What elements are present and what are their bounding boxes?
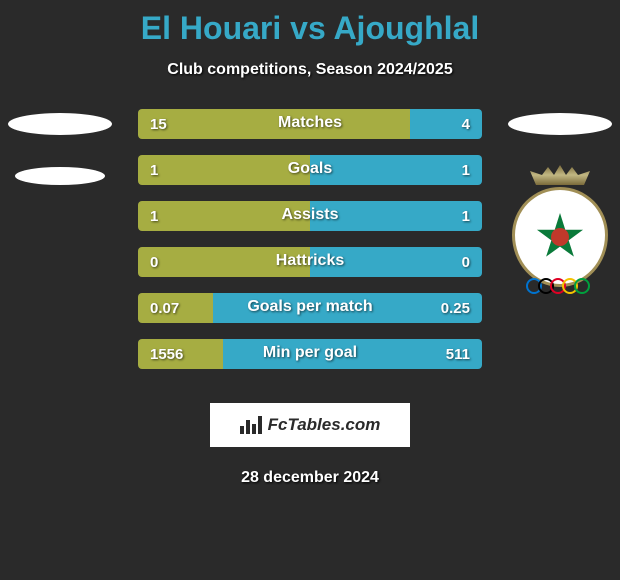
stat-left-value: 1 (150, 162, 158, 179)
stat-left-value: 0.07 (150, 300, 179, 317)
stat-right-value: 4 (462, 116, 470, 133)
crest-crown-icon (530, 165, 590, 185)
branding-text: FcTables.com (268, 415, 381, 435)
stat-right-value: 511 (446, 346, 470, 363)
stat-bars: 15 4 Matches 1 1 Goals 1 1 Assists 0 0 Hattricks 0.0… (120, 109, 500, 385)
snapshot-date: 28 december 2024 (0, 469, 620, 487)
stat-row: 15 4 Matches (138, 109, 482, 139)
stat-left-segment: 1 (138, 155, 310, 185)
left-badge-ellipse-2 (15, 167, 105, 185)
stat-left-segment: 15 (138, 109, 410, 139)
stat-right-value: 1 (462, 162, 470, 179)
stat-row: 1 1 Goals (138, 155, 482, 185)
stat-label: Goals per match (247, 298, 372, 316)
crest-star-center (551, 228, 569, 246)
stat-row: 1 1 Assists (138, 201, 482, 231)
stat-row: 0 0 Hattricks (138, 247, 482, 277)
stat-right-segment: 1 (310, 155, 482, 185)
right-club-crest (510, 165, 610, 295)
stat-label: Min per goal (263, 344, 357, 362)
crest-body (512, 187, 608, 287)
stat-right-segment: 4 (410, 109, 482, 139)
left-badge-column (0, 109, 120, 385)
page-title: El Houari vs Ajoughlal (0, 0, 620, 47)
stat-row: 1556 511 Min per goal (138, 339, 482, 369)
branding-badge: FcTables.com (210, 403, 410, 447)
right-badge-ellipse (508, 113, 612, 135)
fctables-logo-icon (240, 416, 262, 434)
crest-star-icon (536, 213, 584, 261)
stat-left-value: 1 (150, 208, 158, 225)
ring-icon (574, 278, 590, 294)
stat-label: Matches (278, 114, 342, 132)
stat-label: Assists (282, 206, 339, 224)
crest-olympic-rings-icon (530, 278, 590, 294)
stat-label: Goals (288, 160, 332, 178)
stat-left-value: 15 (150, 116, 167, 133)
stat-left-segment: 0.07 (138, 293, 213, 323)
stat-left-value: 0 (150, 254, 158, 271)
comparison-content: 15 4 Matches 1 1 Goals 1 1 Assists 0 0 Hattricks 0.0… (0, 109, 620, 385)
left-badge-ellipse-1 (8, 113, 112, 135)
stat-row: 0.07 0.25 Goals per match (138, 293, 482, 323)
page-subtitle: Club competitions, Season 2024/2025 (0, 61, 620, 79)
stat-right-value: 0 (462, 254, 470, 271)
stat-right-value: 0.25 (441, 300, 470, 317)
stat-label: Hattricks (276, 252, 344, 270)
stat-right-value: 1 (462, 208, 470, 225)
stat-left-value: 1556 (150, 346, 183, 363)
right-badge-column (500, 109, 620, 385)
stat-left-segment: 1556 (138, 339, 223, 369)
